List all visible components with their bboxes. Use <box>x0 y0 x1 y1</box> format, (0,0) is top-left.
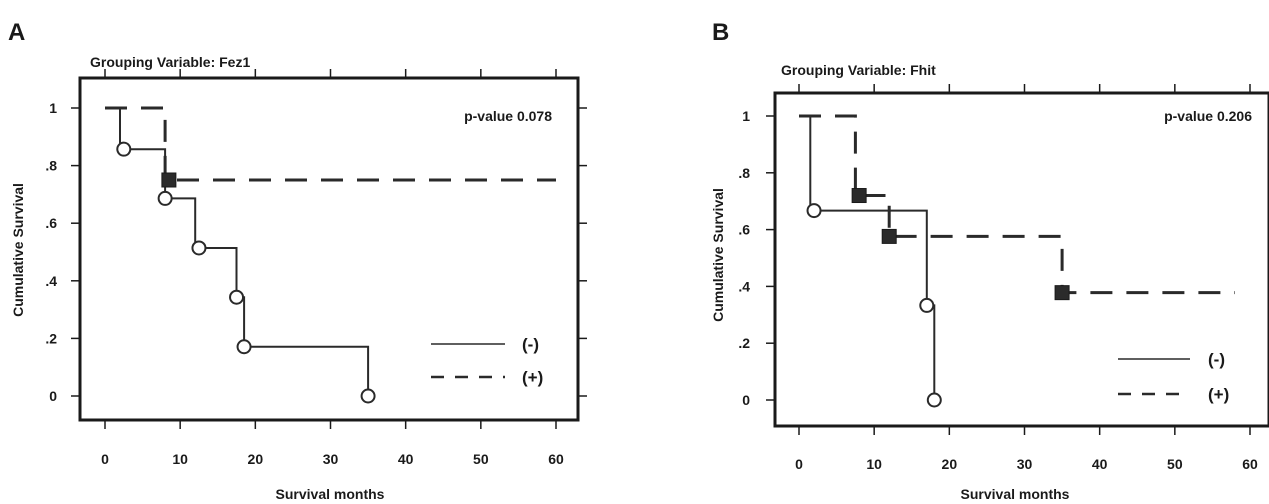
censor-marker-circle <box>191 240 207 256</box>
y-tick-label: .8 <box>738 165 750 181</box>
x-tick-label: 0 <box>101 451 109 467</box>
panel-letter: A <box>8 19 25 46</box>
x-tick-label: 60 <box>1242 456 1258 472</box>
panel-letter: B <box>712 19 729 46</box>
legend-label: (-) <box>1208 350 1225 369</box>
p-value-annotation: p-value 0.078 <box>464 108 552 124</box>
y-tick-label: 1 <box>742 108 750 124</box>
censor-marker-circle <box>236 339 252 355</box>
series-line-positive <box>799 114 1235 295</box>
y-axis-title: Cumulative Survival <box>10 183 26 317</box>
y-tick-label: .2 <box>45 330 57 346</box>
y-tick-label: .8 <box>45 158 57 174</box>
p-value-annotation: p-value 0.206 <box>1164 108 1252 124</box>
y-tick-label: .4 <box>738 278 750 294</box>
x-tick-label: 10 <box>172 451 188 467</box>
y-tick-label: 1 <box>49 100 57 116</box>
y-tick-label: 0 <box>742 392 750 408</box>
x-axis-title: Survival months <box>961 486 1070 502</box>
x-tick-label: 40 <box>398 451 414 467</box>
y-axis-title: Cumulative Survival <box>710 188 726 322</box>
y-tick-label: .6 <box>45 215 57 231</box>
y-tick-label: .4 <box>45 273 57 289</box>
series-line-negative <box>105 107 370 396</box>
x-tick-label: 20 <box>942 456 958 472</box>
plot-frame <box>78 76 580 422</box>
y-tick-label: 0 <box>49 388 57 404</box>
censor-marker-square <box>161 172 177 188</box>
censor-marker-square <box>1054 285 1070 301</box>
censor-marker-circle <box>360 388 376 404</box>
censor-marker-circle <box>919 297 935 313</box>
legend: (-) (+) <box>1118 350 1229 404</box>
series-line-negative <box>799 115 936 400</box>
x-tick-label: 30 <box>323 451 339 467</box>
chart-panel-a: A Grouping Variable: Fez1 0 10 20 30 40 50 60 0 .2… <box>8 19 587 502</box>
x-tick-label: 0 <box>795 456 803 472</box>
x-tick-label: 50 <box>473 451 489 467</box>
legend: (-) (+) <box>431 335 543 387</box>
legend-label: (-) <box>522 335 539 354</box>
series-line-positive <box>105 106 556 182</box>
x-axis-title: Survival months <box>276 486 385 502</box>
chart-title: Grouping Variable: Fhit <box>781 62 936 78</box>
censor-marker-circle <box>806 203 822 219</box>
legend-label: (+) <box>522 368 543 387</box>
y-tick-label: .6 <box>738 222 750 238</box>
censor-marker-circle <box>157 190 173 206</box>
x-tick-label: 20 <box>248 451 264 467</box>
y-tick-label: .2 <box>738 335 750 351</box>
x-tick-label: 30 <box>1017 456 1033 472</box>
legend-label: (+) <box>1208 385 1229 404</box>
x-tick-label: 50 <box>1167 456 1183 472</box>
censor-marker-circle <box>116 141 132 157</box>
chart-title: Grouping Variable: Fez1 <box>90 54 250 70</box>
x-tick-label: 60 <box>548 451 564 467</box>
censor-marker-circle <box>926 392 942 408</box>
censor-marker-square <box>851 188 867 204</box>
plot-frame <box>773 91 1269 428</box>
censor-marker-square <box>881 228 897 244</box>
x-tick-label: 10 <box>866 456 882 472</box>
x-tick-label: 40 <box>1092 456 1108 472</box>
censor-marker-circle <box>229 289 245 305</box>
chart-panel-b: B Grouping Variable: Fhit 0 10 20 30 40 50 60 0 .2… <box>710 19 1269 502</box>
